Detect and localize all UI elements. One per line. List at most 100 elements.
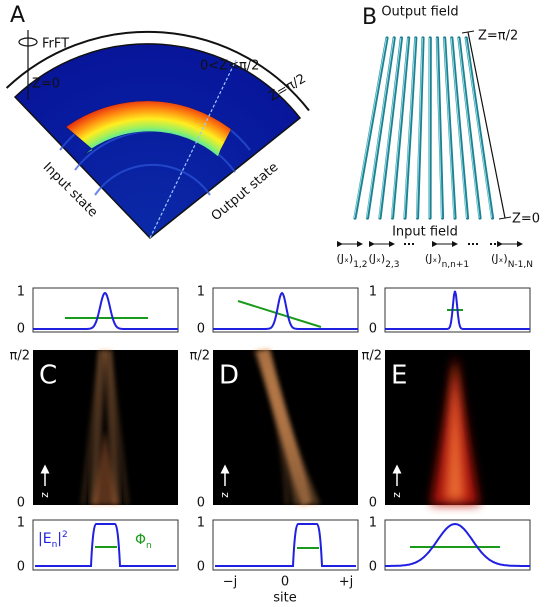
text-part: n [146,541,152,551]
z-arrow-label: z [38,492,51,498]
intensity-curve [215,523,356,567]
coupling-label: (Jₓ)1,2 [336,252,367,270]
top-label: Output field [381,5,458,20]
plot-frame [32,287,179,333]
waveguide [365,36,396,220]
y-tick-label: 0 [369,496,377,511]
legend-phase: Φn [135,532,152,551]
waveguide-highlight [465,37,493,219]
beam [103,349,121,506]
text-part: 2,3 [385,260,399,270]
waveguide [403,36,418,220]
text-part: (Jₓ) [491,252,508,265]
coupling-label: (Jₓ)n,n+1 [425,252,469,270]
y-tick-label: 1 [369,516,377,531]
legend-intensity: |En|2 [38,530,68,550]
z-line [467,31,506,219]
y-tick-label: 1 [17,285,25,300]
y-tick-label: 0 [17,322,25,337]
y-tick-label: 1 [197,516,205,531]
waveguide-highlight [436,37,443,219]
plot-frame [212,287,359,333]
beam [106,349,130,506]
waveguide [390,36,411,220]
z-arrow-label: z [218,492,231,498]
panel-label: E [391,361,407,391]
intensity-curve [33,291,178,330]
text-part: (Jₓ) [425,252,442,265]
y-tick-label: 1 [17,516,25,531]
waveguide [353,36,389,220]
z-tick [498,216,512,220]
waveguide-highlight [443,37,455,219]
y-tick-label: 1 [369,285,377,300]
panel-label: C [39,361,57,391]
x-tick-label: 0 [281,575,289,590]
text-part: 1,2 [353,260,367,270]
x-tick-label: −j [223,575,238,590]
panel-b: B Output field Z=π/2 Z=0 Input field (Jₓ… [336,5,540,270]
z-start: Z=0 [512,212,540,227]
sector [13,43,302,240]
panel-a: A FrFT Z=0 0<Z<π/2 Z=π/2 Input state Out… [5,3,310,240]
waveguide-highlight [391,37,409,219]
waveguide [464,36,495,220]
beam [263,349,321,507]
y-tick-label: 0 [197,322,205,337]
plot-frame [212,519,359,571]
rotation-symbol [18,37,38,47]
beam-group [431,355,479,505]
z-end: Z=π/2 [266,71,308,104]
beam [252,349,290,506]
intensity-curve [35,523,176,567]
beam [255,348,301,506]
text-part: Φ [135,532,146,548]
y-tick-label: 0 [369,560,377,575]
coupling-label: (Jₓ)N-1,N [491,252,533,270]
y-tick-label: 0 [17,496,25,511]
plot-frame [32,519,179,571]
panel-label: A [10,3,25,28]
waveguide [415,36,425,220]
z-cut [149,59,237,239]
coupling-label: (Jₓ)2,3 [368,252,399,270]
text-part: N-1,N [508,260,533,270]
waveguide-highlight [378,37,402,219]
y-tick-label: π/2 [362,349,382,364]
y-tick-label: 0 [17,560,25,575]
waveguide [435,36,445,220]
intensity-curve [385,290,530,330]
z-mid: 0<Z<π/2 [200,59,259,74]
text-part: | [57,531,62,547]
y-tick-label: π/2 [190,349,210,364]
waveguide-highlight [416,37,423,219]
waveguide-highlight [457,37,480,219]
text-part: (Jₓ) [336,252,353,265]
z-tick [461,30,475,34]
text-part: (Jₓ) [368,252,385,265]
panel-label: B [362,5,377,30]
panel: 1 0 π/2 0 Dz 1 0 [190,285,359,575]
panel: 1 0 π/2 0 Ez 1 0 [362,285,531,575]
intensity-curve [213,291,358,330]
y-tick-label: π/2 [10,349,30,364]
intensity-curve [385,522,530,567]
phase-line [237,300,322,328]
bottom-label: Input field [392,225,458,240]
y-tick-label: 1 [197,285,205,300]
waveguide [378,36,403,220]
beam [80,349,104,506]
beam [445,358,465,500]
waveguide-highlight [366,37,395,219]
waveguide-highlight [403,37,416,219]
beam-group [80,349,130,506]
text-part: |E [38,531,52,547]
text-part: n,n+1 [442,260,470,270]
y-tick-label: 0 [197,560,205,575]
waveguide-highlight [450,37,468,219]
beam-group [252,348,321,507]
y-tick-label: 0 [369,322,377,337]
z-start: Z=0 [32,77,60,92]
beam [93,430,117,505]
